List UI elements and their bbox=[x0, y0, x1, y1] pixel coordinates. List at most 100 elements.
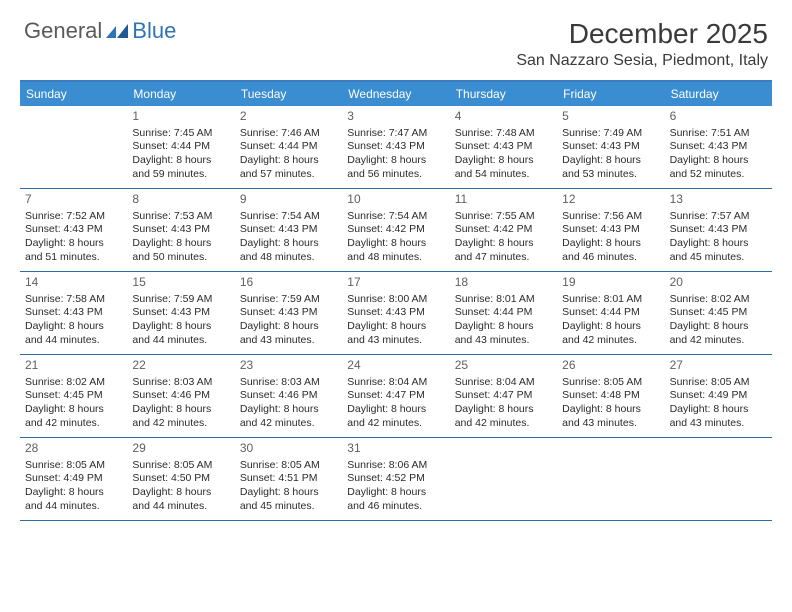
sunrise-line: Sunrise: 8:05 AM bbox=[240, 459, 337, 473]
day-number: 31 bbox=[347, 441, 444, 457]
calendar-day: 17Sunrise: 8:00 AMSunset: 4:43 PMDayligh… bbox=[342, 272, 449, 354]
calendar-day: 31Sunrise: 8:06 AMSunset: 4:52 PMDayligh… bbox=[342, 438, 449, 520]
sunrise-line: Sunrise: 8:01 AM bbox=[562, 293, 659, 307]
sunset-line: Sunset: 4:43 PM bbox=[670, 223, 767, 237]
daylight-line: Daylight: 8 hours and 47 minutes. bbox=[455, 237, 552, 264]
daylight-line: Daylight: 8 hours and 42 minutes. bbox=[25, 403, 122, 430]
sunset-line: Sunset: 4:51 PM bbox=[240, 472, 337, 486]
sunrise-line: Sunrise: 8:03 AM bbox=[132, 376, 229, 390]
sunset-line: Sunset: 4:43 PM bbox=[455, 140, 552, 154]
daylight-line: Daylight: 8 hours and 52 minutes. bbox=[670, 154, 767, 181]
sunset-line: Sunset: 4:52 PM bbox=[347, 472, 444, 486]
sunset-line: Sunset: 4:44 PM bbox=[240, 140, 337, 154]
weekday-label: Sunday bbox=[20, 82, 127, 106]
sunset-line: Sunset: 4:43 PM bbox=[25, 306, 122, 320]
calendar-day: 15Sunrise: 7:59 AMSunset: 4:43 PMDayligh… bbox=[127, 272, 234, 354]
daylight-line: Daylight: 8 hours and 56 minutes. bbox=[347, 154, 444, 181]
daylight-line: Daylight: 8 hours and 54 minutes. bbox=[455, 154, 552, 181]
sunset-line: Sunset: 4:43 PM bbox=[347, 140, 444, 154]
sunrise-line: Sunrise: 8:04 AM bbox=[455, 376, 552, 390]
day-number: 12 bbox=[562, 192, 659, 208]
calendar-day: 20Sunrise: 8:02 AMSunset: 4:45 PMDayligh… bbox=[665, 272, 772, 354]
logo: General Blue bbox=[24, 18, 176, 44]
sunrise-line: Sunrise: 7:51 AM bbox=[670, 127, 767, 141]
daylight-line: Daylight: 8 hours and 43 minutes. bbox=[562, 403, 659, 430]
day-number: 22 bbox=[132, 358, 229, 374]
sunrise-line: Sunrise: 7:57 AM bbox=[670, 210, 767, 224]
day-number: 19 bbox=[562, 275, 659, 291]
daylight-line: Daylight: 8 hours and 42 minutes. bbox=[562, 320, 659, 347]
sunset-line: Sunset: 4:43 PM bbox=[562, 140, 659, 154]
day-number: 24 bbox=[347, 358, 444, 374]
daylight-line: Daylight: 8 hours and 57 minutes. bbox=[240, 154, 337, 181]
day-number: 1 bbox=[132, 109, 229, 125]
day-number: 4 bbox=[455, 109, 552, 125]
sunset-line: Sunset: 4:45 PM bbox=[25, 389, 122, 403]
calendar-day: 28Sunrise: 8:05 AMSunset: 4:49 PMDayligh… bbox=[20, 438, 127, 520]
weekday-label: Tuesday bbox=[235, 82, 342, 106]
sunrise-line: Sunrise: 8:00 AM bbox=[347, 293, 444, 307]
daylight-line: Daylight: 8 hours and 44 minutes. bbox=[25, 486, 122, 513]
calendar-day: 3Sunrise: 7:47 AMSunset: 4:43 PMDaylight… bbox=[342, 106, 449, 188]
weekday-label: Saturday bbox=[665, 82, 772, 106]
weekday-label: Monday bbox=[127, 82, 234, 106]
daylight-line: Daylight: 8 hours and 44 minutes. bbox=[132, 320, 229, 347]
sunset-line: Sunset: 4:44 PM bbox=[562, 306, 659, 320]
day-number: 21 bbox=[25, 358, 122, 374]
daylight-line: Daylight: 8 hours and 43 minutes. bbox=[240, 320, 337, 347]
calendar-day: 5Sunrise: 7:49 AMSunset: 4:43 PMDaylight… bbox=[557, 106, 664, 188]
daylight-line: Daylight: 8 hours and 44 minutes. bbox=[132, 486, 229, 513]
sunset-line: Sunset: 4:43 PM bbox=[240, 223, 337, 237]
calendar-day: 2Sunrise: 7:46 AMSunset: 4:44 PMDaylight… bbox=[235, 106, 342, 188]
daylight-line: Daylight: 8 hours and 45 minutes. bbox=[670, 237, 767, 264]
calendar-day: 1Sunrise: 7:45 AMSunset: 4:44 PMDaylight… bbox=[127, 106, 234, 188]
calendar-day: 6Sunrise: 7:51 AMSunset: 4:43 PMDaylight… bbox=[665, 106, 772, 188]
day-number: 25 bbox=[455, 358, 552, 374]
daylight-line: Daylight: 8 hours and 51 minutes. bbox=[25, 237, 122, 264]
sunset-line: Sunset: 4:45 PM bbox=[670, 306, 767, 320]
sunrise-line: Sunrise: 8:02 AM bbox=[25, 376, 122, 390]
daylight-line: Daylight: 8 hours and 44 minutes. bbox=[25, 320, 122, 347]
calendar-week: 7Sunrise: 7:52 AMSunset: 4:43 PMDaylight… bbox=[20, 189, 772, 272]
sunset-line: Sunset: 4:43 PM bbox=[132, 306, 229, 320]
sunset-line: Sunset: 4:43 PM bbox=[562, 223, 659, 237]
sunset-line: Sunset: 4:43 PM bbox=[25, 223, 122, 237]
title-block: December 2025 San Nazzaro Sesia, Piedmon… bbox=[516, 18, 768, 70]
sunrise-line: Sunrise: 8:05 AM bbox=[670, 376, 767, 390]
calendar-day: 9Sunrise: 7:54 AMSunset: 4:43 PMDaylight… bbox=[235, 189, 342, 271]
daylight-line: Daylight: 8 hours and 42 minutes. bbox=[240, 403, 337, 430]
sunset-line: Sunset: 4:46 PM bbox=[240, 389, 337, 403]
sunrise-line: Sunrise: 8:03 AM bbox=[240, 376, 337, 390]
calendar-day: 10Sunrise: 7:54 AMSunset: 4:42 PMDayligh… bbox=[342, 189, 449, 271]
sunrise-line: Sunrise: 7:45 AM bbox=[132, 127, 229, 141]
daylight-line: Daylight: 8 hours and 53 minutes. bbox=[562, 154, 659, 181]
calendar-day: 30Sunrise: 8:05 AMSunset: 4:51 PMDayligh… bbox=[235, 438, 342, 520]
sunrise-line: Sunrise: 7:46 AM bbox=[240, 127, 337, 141]
daylight-line: Daylight: 8 hours and 59 minutes. bbox=[132, 154, 229, 181]
calendar-day: 19 Sunrise: 8:01 AMSunset: 4:44 PMDayligh… bbox=[557, 272, 664, 354]
calendar-day: 26Sunrise: 8:05 AMSunset: 4:48 PMDayligh… bbox=[557, 355, 664, 437]
day-number: 10 bbox=[347, 192, 444, 208]
sunrise-line: Sunrise: 8:05 AM bbox=[25, 459, 122, 473]
sunset-line: Sunset: 4:43 PM bbox=[240, 306, 337, 320]
page-title: December 2025 bbox=[516, 18, 768, 50]
daylight-line: Daylight: 8 hours and 48 minutes. bbox=[240, 237, 337, 264]
weekday-label: Thursday bbox=[450, 82, 557, 106]
day-number: 29 bbox=[132, 441, 229, 457]
day-number: 9 bbox=[240, 192, 337, 208]
sunset-line: Sunset: 4:42 PM bbox=[455, 223, 552, 237]
sunrise-line: Sunrise: 7:54 AM bbox=[347, 210, 444, 224]
calendar-day-empty bbox=[665, 438, 772, 520]
day-number: 15 bbox=[132, 275, 229, 291]
sunset-line: Sunset: 4:42 PM bbox=[347, 223, 444, 237]
calendar-day: 25Sunrise: 8:04 AMSunset: 4:47 PMDayligh… bbox=[450, 355, 557, 437]
daylight-line: Daylight: 8 hours and 43 minutes. bbox=[347, 320, 444, 347]
sunrise-line: Sunrise: 7:52 AM bbox=[25, 210, 122, 224]
calendar-day: 4Sunrise: 7:48 AMSunset: 4:43 PMDaylight… bbox=[450, 106, 557, 188]
daylight-line: Daylight: 8 hours and 50 minutes. bbox=[132, 237, 229, 264]
sunrise-line: Sunrise: 8:06 AM bbox=[347, 459, 444, 473]
logo-text-blue: Blue bbox=[132, 18, 176, 44]
sunset-line: Sunset: 4:49 PM bbox=[670, 389, 767, 403]
sunrise-line: Sunrise: 7:58 AM bbox=[25, 293, 122, 307]
sunset-line: Sunset: 4:43 PM bbox=[347, 306, 444, 320]
